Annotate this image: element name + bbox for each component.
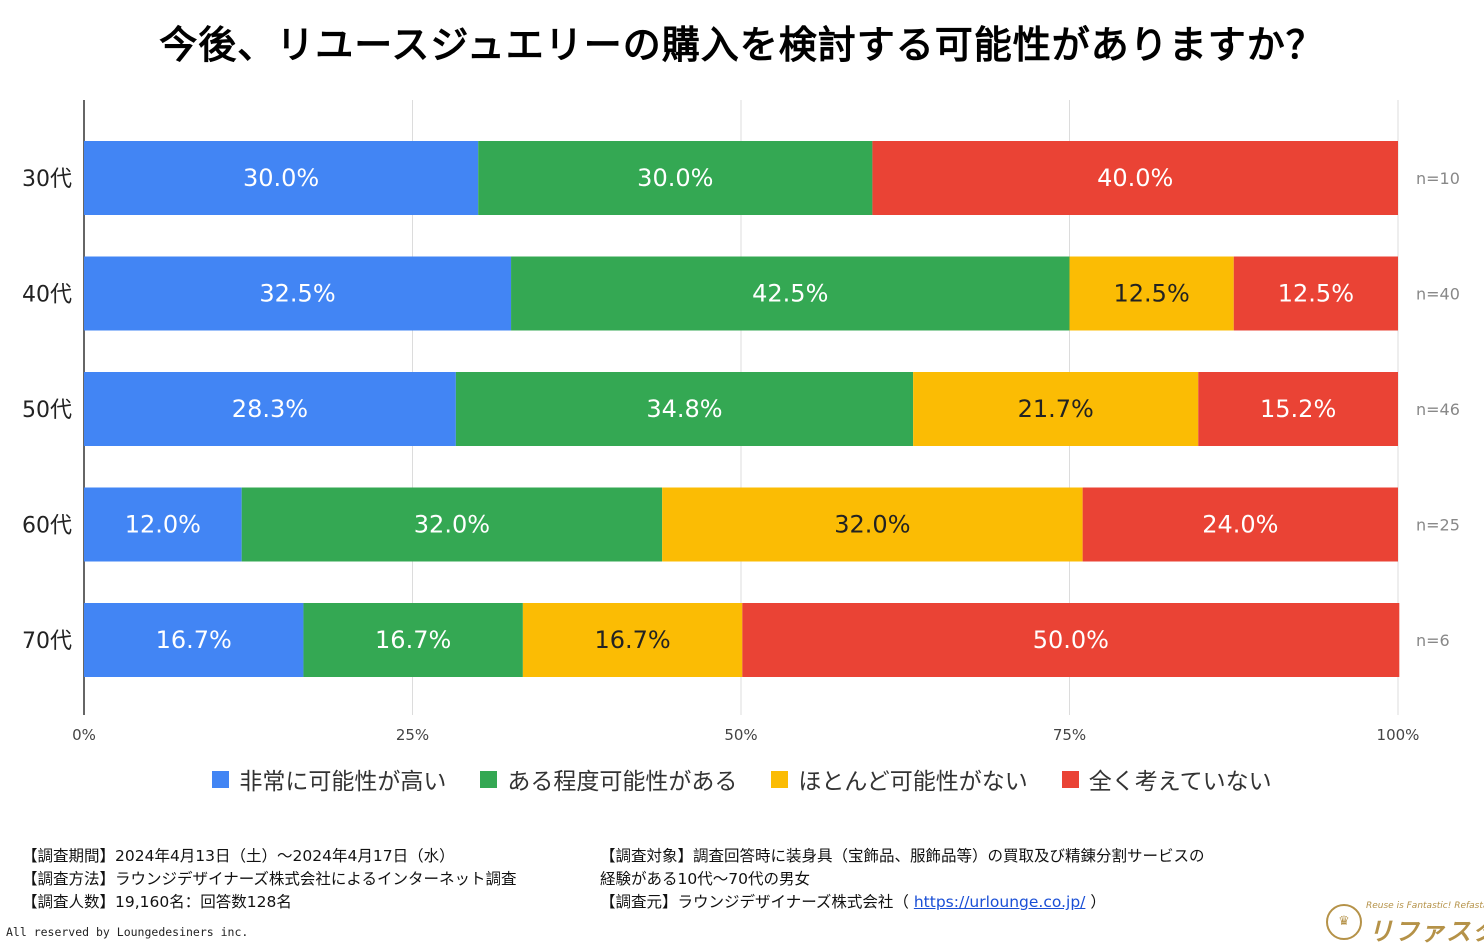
source-url-link[interactable]: https://urlounge.co.jp/ — [913, 893, 1086, 911]
sample-size-label: n=6 — [1416, 631, 1450, 650]
data-label: 16.7% — [375, 626, 451, 654]
bar-segment — [1198, 372, 1398, 446]
data-label: 21.7% — [1018, 395, 1094, 423]
chart-legend: 非常に可能性が高い ある程度可能性がある ほとんど可能性がない 全く考えていない — [0, 762, 1484, 796]
sample-size-label: n=46 — [1416, 400, 1460, 419]
bar-segment — [84, 603, 304, 677]
category-label: 40代 — [22, 283, 72, 308]
sample-size-label: n=10 — [1416, 169, 1460, 188]
category-label: 50代 — [22, 398, 72, 423]
bar-segment — [1069, 256, 1234, 331]
note-survey-period: 【調査期間】2024年4月13日（土）～2024年4月17日（水） — [22, 847, 455, 865]
data-label: 28.3% — [232, 395, 308, 423]
legend-label-unlikely: ほとんど可能性がない — [798, 769, 1028, 795]
note-survey-method: 【調査方法】ラウンジデザイナーズ株式会社によるインターネット調査 — [22, 870, 517, 888]
bar-segment — [1233, 256, 1398, 331]
data-label: 12.5% — [1114, 280, 1190, 308]
data-label: 12.5% — [1278, 280, 1354, 308]
legend-swatch-somewhat-likely — [480, 770, 498, 788]
x-tick-label: 50% — [724, 726, 757, 744]
category-label: 70代 — [22, 629, 72, 654]
bar-segment — [872, 141, 1398, 215]
logo-name: リファスタ — [1368, 917, 1484, 946]
logo-tagline: Reuse is Fantastic! Refasta — [1366, 901, 1484, 911]
survey-notes-right: 【調査対象】調査回答時に装身具（宝飾品、服飾品等）の買取及び精錬分割サービスの … — [600, 845, 1205, 914]
sample-size-label: n=40 — [1416, 285, 1460, 304]
bar-segment — [662, 487, 1083, 562]
bar-segment — [1082, 487, 1398, 562]
legend-label-somewhat-likely: ある程度可能性がある — [507, 769, 738, 795]
bar-segment — [303, 603, 523, 677]
category-label: 60代 — [22, 514, 72, 539]
data-label: 32.0% — [834, 511, 910, 539]
legend-label-very-likely: 非常に可能性が高い — [239, 769, 447, 795]
bar-segment — [913, 372, 1199, 446]
data-label: 15.2% — [1260, 395, 1336, 423]
note-survey-source: 【調査元】ラウンジデザイナーズ株式会社（ https://urlounge.co… — [600, 891, 1205, 914]
legend-item-somewhat-likely: ある程度可能性がある — [480, 762, 737, 796]
data-label: 32.5% — [259, 280, 335, 308]
legend-item-not-considering: 全く考えていない — [1061, 762, 1272, 796]
bar-segment — [84, 372, 456, 446]
data-label: 50.0% — [1033, 626, 1109, 654]
bar-segment — [478, 141, 873, 215]
note-survey-target-line1: 【調査対象】調査回答時に装身具（宝飾品、服飾品等）の買取及び精錬分割サービスの — [600, 847, 1205, 865]
data-label: 24.0% — [1202, 511, 1278, 539]
bar-segment — [455, 372, 914, 446]
crown-emblem-icon: ♛ — [1326, 904, 1362, 940]
legend-swatch-not-considering — [1061, 770, 1079, 788]
legend-item-very-likely: 非常に可能性が高い — [212, 762, 446, 796]
legend-swatch-unlikely — [771, 770, 789, 788]
bar-segment — [84, 141, 479, 215]
x-tick-label: 75% — [1053, 726, 1086, 744]
legend-item-unlikely: ほとんど可能性がない — [771, 762, 1028, 796]
data-label: 12.0% — [125, 511, 201, 539]
note-survey-count: 【調査人数】19,160名：回答数128名 — [22, 893, 292, 911]
bar-segment — [84, 256, 512, 331]
refasta-logo: ♛ Reuse is Fantastic! Refasta リファスタ — [1326, 900, 1484, 946]
data-label: 34.8% — [646, 395, 722, 423]
data-label: 42.5% — [752, 280, 828, 308]
source-suffix: ） — [1090, 893, 1106, 911]
bar-segment — [84, 487, 242, 562]
source-prefix: 【調査元】ラウンジデザイナーズ株式会社（ — [600, 893, 909, 911]
legend-swatch-very-likely — [212, 770, 230, 788]
sample-size-label: n=25 — [1416, 516, 1460, 535]
category-label: 30代 — [22, 167, 72, 192]
chart-title: 今後、リユースジュエリーの購入を検討する可能性がありますか？ — [159, 23, 1325, 67]
data-label: 32.0% — [414, 511, 490, 539]
data-label: 30.0% — [243, 164, 319, 192]
bar-segment — [522, 603, 743, 677]
survey-notes-left: 【調査期間】2024年4月13日（土）～2024年4月17日（水） 【調査方法】… — [22, 845, 516, 914]
x-tick-label: 0% — [72, 726, 96, 744]
data-label: 40.0% — [1097, 164, 1173, 192]
x-tick-label: 25% — [396, 726, 429, 744]
data-label: 30.0% — [637, 164, 713, 192]
copyright-text: All reserved by Loungedesiners inc. — [6, 925, 249, 939]
x-tick-label: 100% — [1377, 726, 1420, 744]
stacked-bar-chart: 0% 25% 50% 75% 100% 30.0% 30.0% 40.0% 30代 n=10 32.… — [22, 100, 1460, 744]
bar-segment — [742, 603, 1400, 677]
data-label: 16.7% — [156, 626, 232, 654]
bar-segment — [511, 256, 1070, 331]
bar-segment — [241, 487, 663, 562]
data-label: 16.7% — [594, 626, 670, 654]
legend-label-not-considering: 全く考えていない — [1088, 769, 1272, 795]
note-survey-target-line2: 経験がある10代～70代の男女 — [600, 870, 810, 888]
